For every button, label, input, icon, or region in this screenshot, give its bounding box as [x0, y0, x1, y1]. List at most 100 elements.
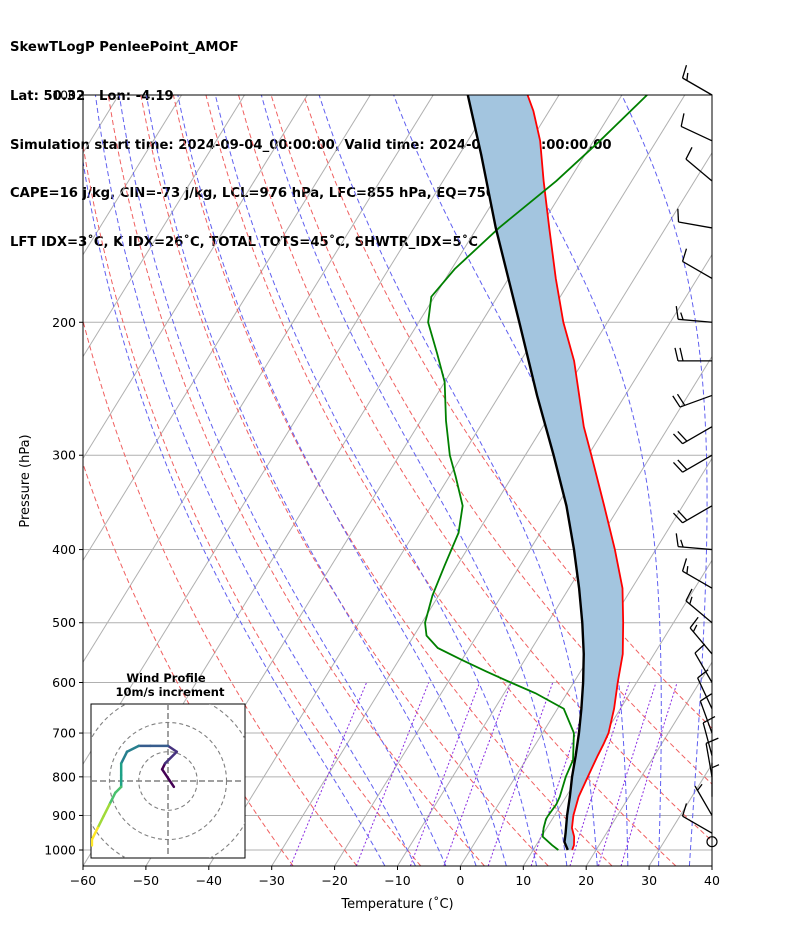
wind-barb	[675, 533, 713, 551]
wind-barb	[681, 248, 713, 280]
dry-adiabat	[83, 462, 294, 866]
wind-barb	[694, 783, 713, 816]
mixing-ratio-line	[620, 682, 678, 866]
wind-barb	[681, 558, 713, 589]
y-axis-label: Pressure (hPa)	[18, 434, 33, 527]
dry-adiabat	[238, 95, 712, 842]
x-tick-label: −40	[196, 873, 222, 888]
mixing-ratio-line	[487, 682, 554, 866]
wind-barb	[674, 347, 712, 362]
wind-barb	[672, 393, 713, 408]
hodograph-trace-segment	[114, 785, 123, 794]
mixing-ratio-line	[409, 682, 481, 866]
x-tick-label: 0	[456, 873, 464, 888]
wind-barb	[699, 693, 713, 734]
wind-barb	[689, 616, 713, 655]
wind-barb	[675, 306, 713, 323]
x-tick-label: 40	[704, 873, 720, 888]
wind-barb	[706, 836, 718, 848]
wind-barb	[681, 803, 713, 834]
moist-adiabat	[118, 95, 447, 866]
isotherm-line	[208, 95, 686, 866]
mixing-ratio-line	[597, 682, 657, 866]
x-tick-label: 20	[578, 873, 594, 888]
dry-adiabat	[140, 95, 549, 866]
isotherm-line	[83, 95, 308, 460]
temperature-profile	[526, 95, 625, 851]
dry-adiabat	[205, 95, 677, 866]
moist-adiabat	[318, 95, 598, 866]
hodograph-subtitle: 10m/s increment	[116, 685, 225, 699]
wind-barb	[702, 715, 716, 756]
parcel-profile	[466, 95, 585, 851]
title-station: SkewTLogP PenleePoint_AMOF	[10, 40, 239, 56]
title-location: Lat: 50.32 Lon: -4.19	[10, 89, 174, 104]
moist-adiabat	[260, 95, 568, 866]
hodograph-trace-segment	[163, 750, 179, 765]
x-tick-label: −10	[384, 873, 410, 888]
isotherm-line	[397, 355, 712, 866]
dry-adiabat	[303, 95, 712, 730]
mixing-ratio-line	[355, 682, 430, 866]
wind-barb	[705, 737, 719, 777]
mixing-ratio-line	[290, 682, 368, 866]
wind-barb	[672, 426, 713, 445]
wind-barb	[672, 454, 713, 473]
y-tick-label: 700	[52, 726, 76, 741]
isotherm-line	[711, 865, 712, 866]
hodograph-trace-segment	[102, 803, 111, 818]
y-tick-label: 600	[52, 675, 76, 690]
y-tick-label: 300	[52, 448, 76, 463]
hodograph-trace-segment	[108, 791, 117, 806]
isotherm-line	[83, 95, 245, 358]
hodograph-title: Wind Profile	[126, 671, 206, 685]
x-tick-label: 10	[515, 873, 531, 888]
mixing-ratio-line	[569, 682, 630, 866]
isotherm-line	[271, 151, 712, 866]
moist-adiabat	[83, 158, 386, 866]
x-tick-label: 30	[641, 873, 657, 888]
y-tick-label: 400	[52, 542, 76, 557]
mixing-ratio-line	[443, 682, 512, 866]
x-tick-label: −30	[259, 873, 285, 888]
dewpoint-profile	[424, 95, 648, 851]
wind-barb	[681, 65, 713, 96]
y-tick-label: 500	[52, 615, 76, 630]
wind-barb	[672, 505, 713, 524]
isotherm-line	[648, 763, 712, 866]
hodograph-trace-segment	[119, 750, 129, 765]
title-stability-indices: LFT IDX=3˚C, K IDX=26˚C, TOTAL TOTS=45˚C…	[10, 234, 478, 250]
isotherm-line	[83, 95, 371, 562]
moist-adiabat	[177, 95, 507, 866]
moist-adiabat	[214, 95, 538, 866]
hodograph-trace-segment	[91, 826, 100, 841]
hodograph-trace-segment	[166, 744, 179, 753]
moist-adiabat	[145, 95, 477, 866]
y-tick-label: 900	[52, 808, 76, 823]
isotherm-line	[83, 95, 183, 256]
moist-adiabat	[621, 95, 708, 866]
wind-barb	[711, 762, 720, 797]
dry-adiabat	[172, 95, 613, 866]
wind-barb	[697, 669, 713, 710]
x-tick-label: −20	[321, 873, 347, 888]
dry-adiabat	[83, 318, 358, 866]
wind-barb	[685, 588, 713, 624]
y-tick-label: 800	[52, 769, 76, 784]
y-tick-label: 200	[52, 315, 76, 330]
x-tick-label: −50	[133, 873, 159, 888]
hodograph-trace-segment	[125, 744, 140, 753]
wind-barb	[680, 113, 713, 142]
hodograph-trace-segment	[96, 814, 105, 830]
isotherm-line	[459, 457, 712, 866]
isotherm-line	[83, 95, 434, 664]
dry-adiabat	[107, 95, 485, 866]
x-axis-label: Temperature (˚C)	[340, 896, 453, 912]
dry-adiabat	[83, 141, 422, 866]
y-tick-label: 1000	[44, 843, 76, 858]
hodograph-trace-segment	[160, 768, 176, 789]
isotherm-line	[585, 661, 712, 866]
wind-barb	[694, 643, 713, 683]
moist-adiabat	[94, 95, 416, 866]
